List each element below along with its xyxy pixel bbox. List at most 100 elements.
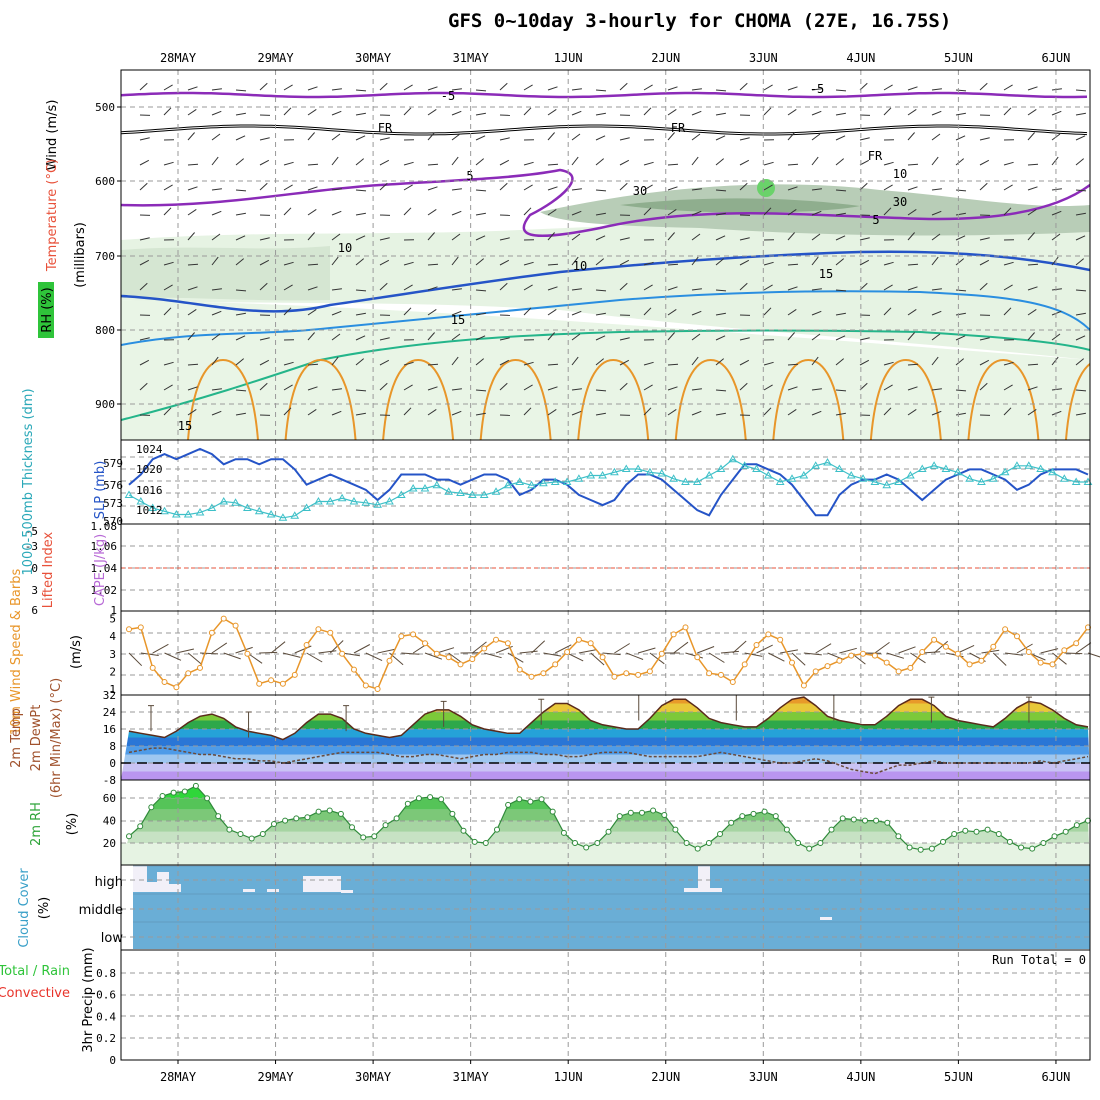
wind-barb [643, 384, 653, 391]
wind-barb [739, 259, 750, 266]
dewpt2m-label: 2m DewPt [29, 705, 44, 772]
wind-barb [283, 284, 293, 291]
wind-barb [835, 212, 846, 216]
wind-barb [355, 258, 365, 266]
wind-speed-point [706, 670, 713, 677]
isotherm-25-loop [187, 358, 259, 440]
wind-barb [811, 256, 819, 266]
contour-label: 10 [893, 167, 907, 181]
isotherm-15 [121, 290, 1090, 346]
wind-barb [1027, 363, 1039, 366]
wind-speed-point [753, 642, 760, 648]
thickness-point [160, 506, 169, 515]
wind-speed-point [942, 643, 949, 650]
wind-barb [787, 386, 798, 391]
rh-2m-point [404, 800, 411, 807]
rh-2m-point [873, 817, 880, 824]
surface-wind-barb [815, 643, 832, 654]
wind-barb [403, 307, 412, 316]
date-label-bottom: 6JUN [1041, 1070, 1070, 1084]
wind-barb [547, 308, 557, 316]
wind-barb [1003, 184, 1013, 191]
wind-barb [931, 410, 942, 416]
wind-barb [1075, 235, 1086, 241]
thickness-point [1048, 467, 1057, 476]
wind-axis-label: Wind (m/s) [45, 100, 60, 171]
surface-wind-barb [436, 647, 455, 654]
wind-barb [1051, 110, 1062, 116]
wind-barb [907, 286, 918, 291]
thickness-tick: 576 [103, 479, 123, 492]
wind-speed-point [173, 684, 180, 691]
thickness-point [314, 497, 323, 505]
surface-wind-barb [578, 649, 597, 654]
wind-barb [499, 182, 508, 191]
wind-barb [859, 337, 870, 341]
wind-barb [283, 361, 294, 366]
slp-tick: 1016 [136, 484, 163, 497]
rh-2m-point [482, 840, 489, 846]
thickness-point [657, 469, 667, 477]
wind-speed-point [469, 656, 476, 663]
date-label-bottom: 5JUN [944, 1070, 973, 1084]
wind-barb [643, 184, 653, 191]
rh-2m-point [505, 801, 512, 808]
wind-speed-point [907, 664, 914, 671]
wind-barb [331, 133, 341, 141]
wind-barb [931, 333, 941, 341]
thickness-tick: 579 [103, 457, 123, 470]
wind-speed-point [599, 654, 606, 661]
wind-barb [547, 408, 557, 416]
wind-barb [331, 310, 342, 316]
wind-barb [499, 337, 510, 341]
wind-barb [307, 132, 315, 141]
rh-legend-swatch [38, 282, 54, 338]
date-label-bottom: 30MAY [355, 1070, 392, 1084]
rh-tick: 60 [103, 792, 116, 805]
wind-barb [283, 84, 293, 91]
wind-barb [907, 186, 918, 191]
thickness-point [491, 487, 501, 495]
temperature-band [121, 712, 1090, 721]
date-label-top: 1JUN [554, 51, 583, 65]
surface-wind-barb [732, 640, 747, 654]
wind-barb [1051, 333, 1061, 341]
wind-barb [1027, 108, 1037, 116]
thickness-point [254, 506, 264, 515]
wind-barb [331, 210, 342, 216]
wind-barb [619, 82, 628, 91]
wind-barb [235, 89, 247, 92]
surface-wind-barb [827, 652, 845, 661]
wind-barb [211, 333, 221, 341]
wind-barb [1051, 210, 1062, 216]
wind-barb [619, 359, 630, 366]
wind-barb [931, 133, 941, 141]
surface-wind-barb [424, 652, 443, 660]
wind-barb [907, 363, 919, 366]
rh-2m-point [639, 809, 645, 816]
wind-barb [955, 389, 967, 392]
wind-barb [211, 156, 219, 166]
wind-barb [187, 332, 195, 341]
wind-barb [451, 188, 462, 191]
wind-barb [811, 288, 822, 291]
temperature-band [121, 737, 1090, 746]
rh-2m-point [616, 813, 623, 820]
wind-barb [547, 386, 558, 391]
wind-barb [667, 408, 677, 416]
wind-barb [787, 263, 799, 266]
wind-barb [235, 135, 246, 141]
isotherm-25-loop [1064, 362, 1090, 440]
wind-barb [619, 282, 628, 291]
contour-label: 10 [573, 259, 587, 273]
wind-barb [667, 132, 675, 141]
precip-axis-label: 3hr Precip (mm) [81, 947, 96, 1052]
thickness-point [799, 471, 809, 479]
lifted-index-tick: -5 [25, 525, 38, 538]
isotherm-25-loop [577, 358, 650, 440]
thickness-point [823, 458, 832, 466]
wind-speed-point [457, 661, 464, 668]
wind-barb [883, 184, 893, 191]
wind-barb [571, 133, 581, 141]
